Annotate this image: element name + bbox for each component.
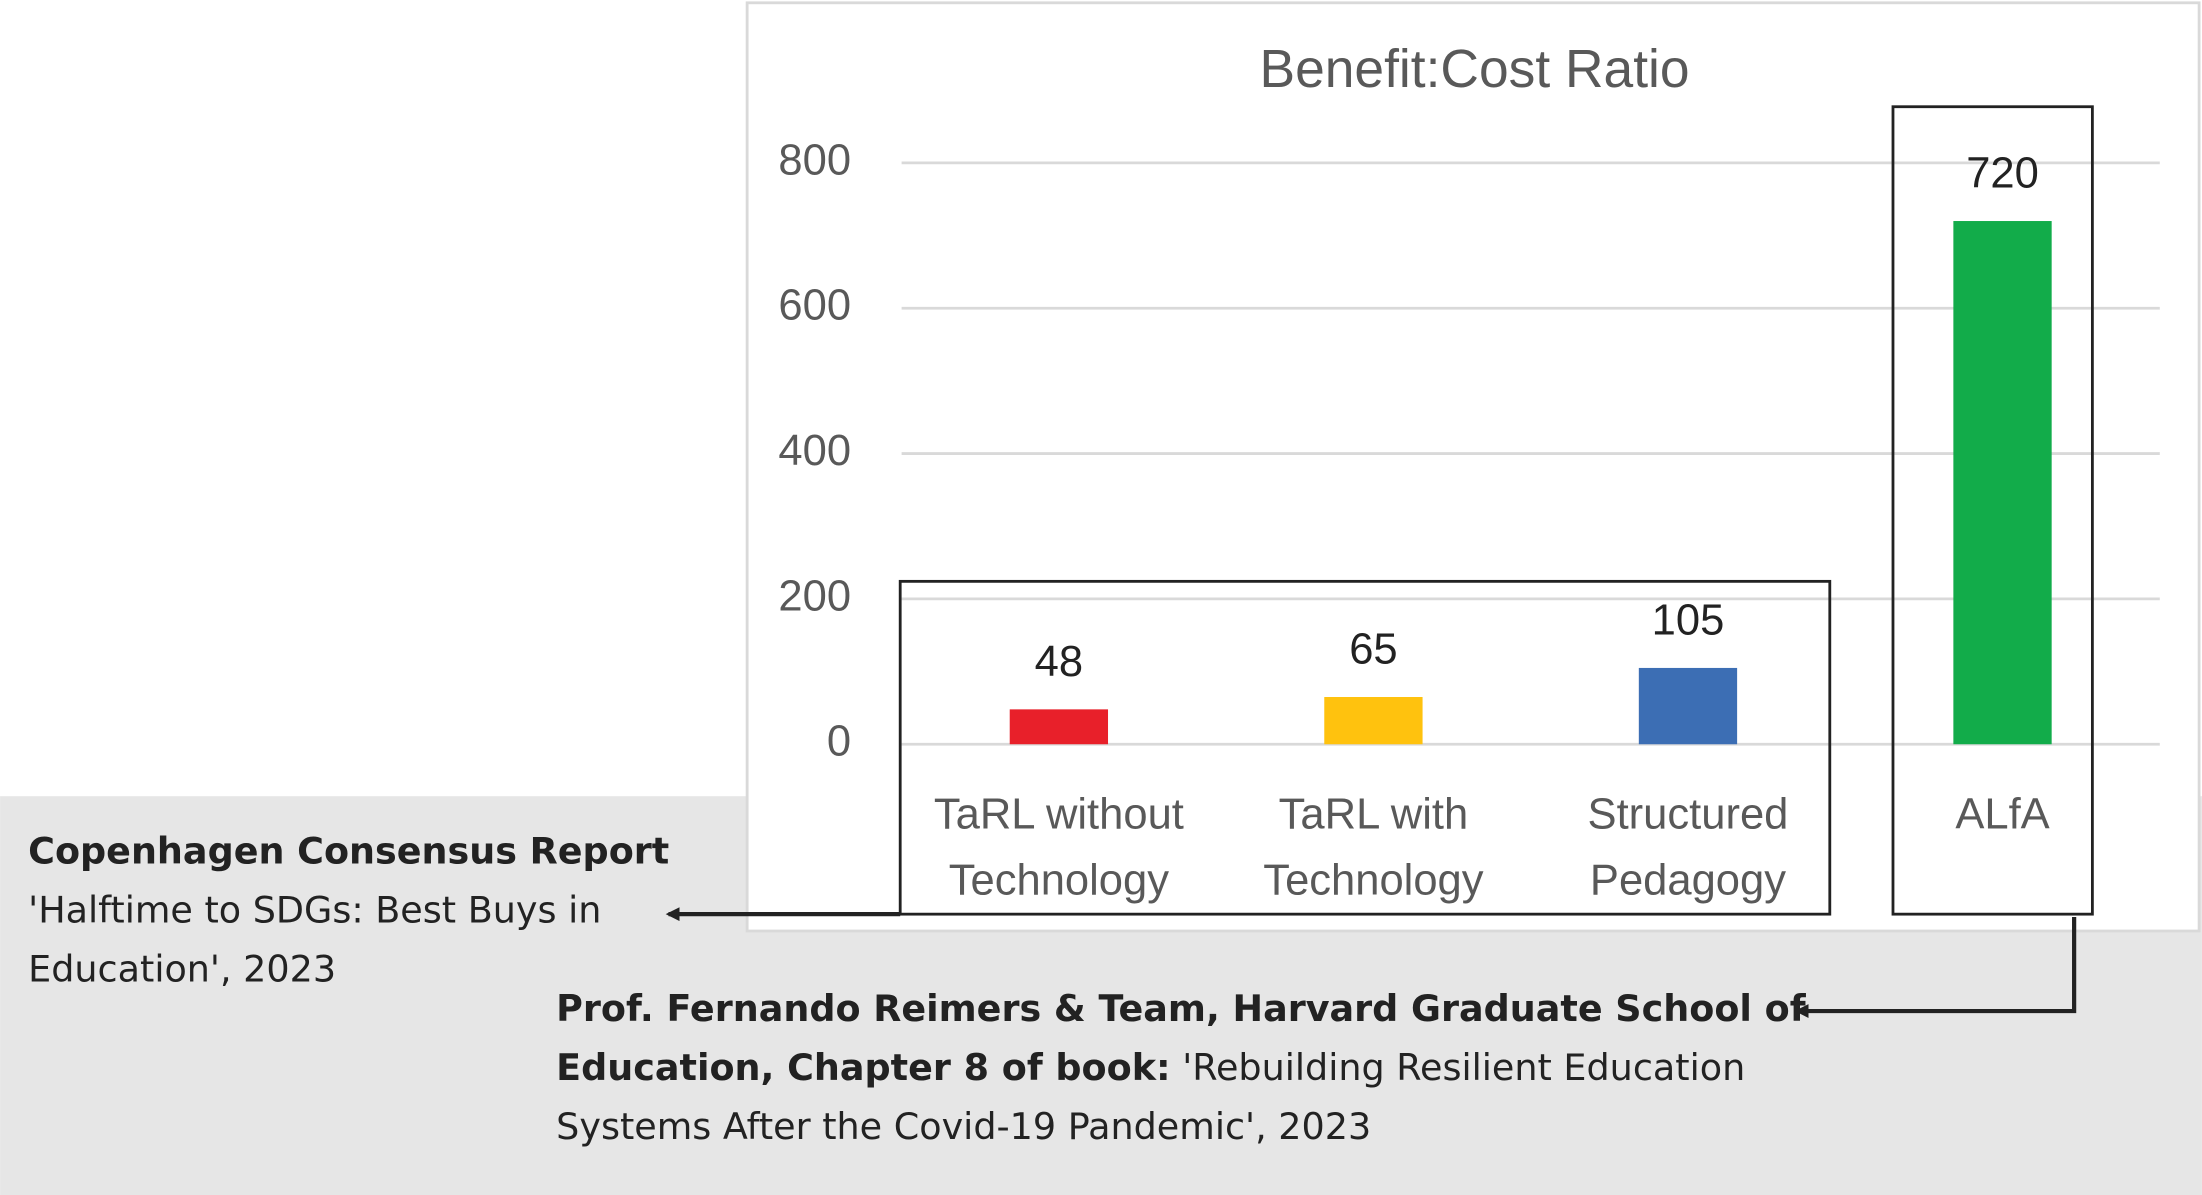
x-tick-label-box: ALfA xyxy=(1955,789,2050,839)
source-reference: 'Rebuilding Resilient Education Systems … xyxy=(556,1047,1746,1149)
source-note: Copenhagen Consensus Report 'Halftime to … xyxy=(28,823,730,1000)
source-text: Prof. Fernando Reimers & Team, Harvard G… xyxy=(556,980,1820,1157)
x-tick-label-box: Structured Pedagogy xyxy=(1587,789,1789,905)
x-tick-label: Structured Pedagogy xyxy=(1587,789,1789,905)
bar xyxy=(1953,221,2052,745)
bar xyxy=(1638,667,1738,745)
y-tick-label: 800 xyxy=(778,136,851,184)
value-label: 65 xyxy=(1349,626,1397,674)
source-title: Prof. Fernando Reimers & Team, Harvard G… xyxy=(556,988,1806,1090)
bar xyxy=(1324,697,1423,745)
plot: 0 200 400 600 800 TaRL without Technology 48 Ta… xyxy=(778,136,2160,905)
x-tick-label-box: TaRL without Technology xyxy=(933,789,1184,905)
source-text: Copenhagen Consensus Report 'Halftime to … xyxy=(28,823,730,1000)
source-note: Prof. Fernando Reimers & Team, Harvard G… xyxy=(556,980,1820,1157)
x-tick-label: TaRL with Technology xyxy=(1263,789,1484,905)
value-label: 105 xyxy=(1652,597,1725,645)
arrow xyxy=(1794,916,2077,1019)
x-tick-label: TaRL without Technology xyxy=(933,789,1184,905)
y-tick-label: 200 xyxy=(778,572,851,620)
y-tick-label: 400 xyxy=(778,427,851,475)
group-box xyxy=(898,579,1832,916)
source-reference: 'Halftime to SDGs: Best Buys in Educatio… xyxy=(28,890,602,992)
chart-title: Benefit:Cost Ratio xyxy=(1259,40,1689,99)
y-tick-label: 0 xyxy=(827,718,851,766)
alfa-box xyxy=(1891,105,2094,916)
y-tick-label: 600 xyxy=(778,282,851,330)
x-tick-label: ALfA xyxy=(1955,789,2050,839)
x-tick-label-box: TaRL with Technology xyxy=(1263,789,1484,905)
source-title: Copenhagen Consensus Report xyxy=(28,831,670,874)
value-label: 720 xyxy=(1966,150,2039,198)
value-label: 48 xyxy=(1035,638,1083,686)
bar xyxy=(1009,709,1109,745)
